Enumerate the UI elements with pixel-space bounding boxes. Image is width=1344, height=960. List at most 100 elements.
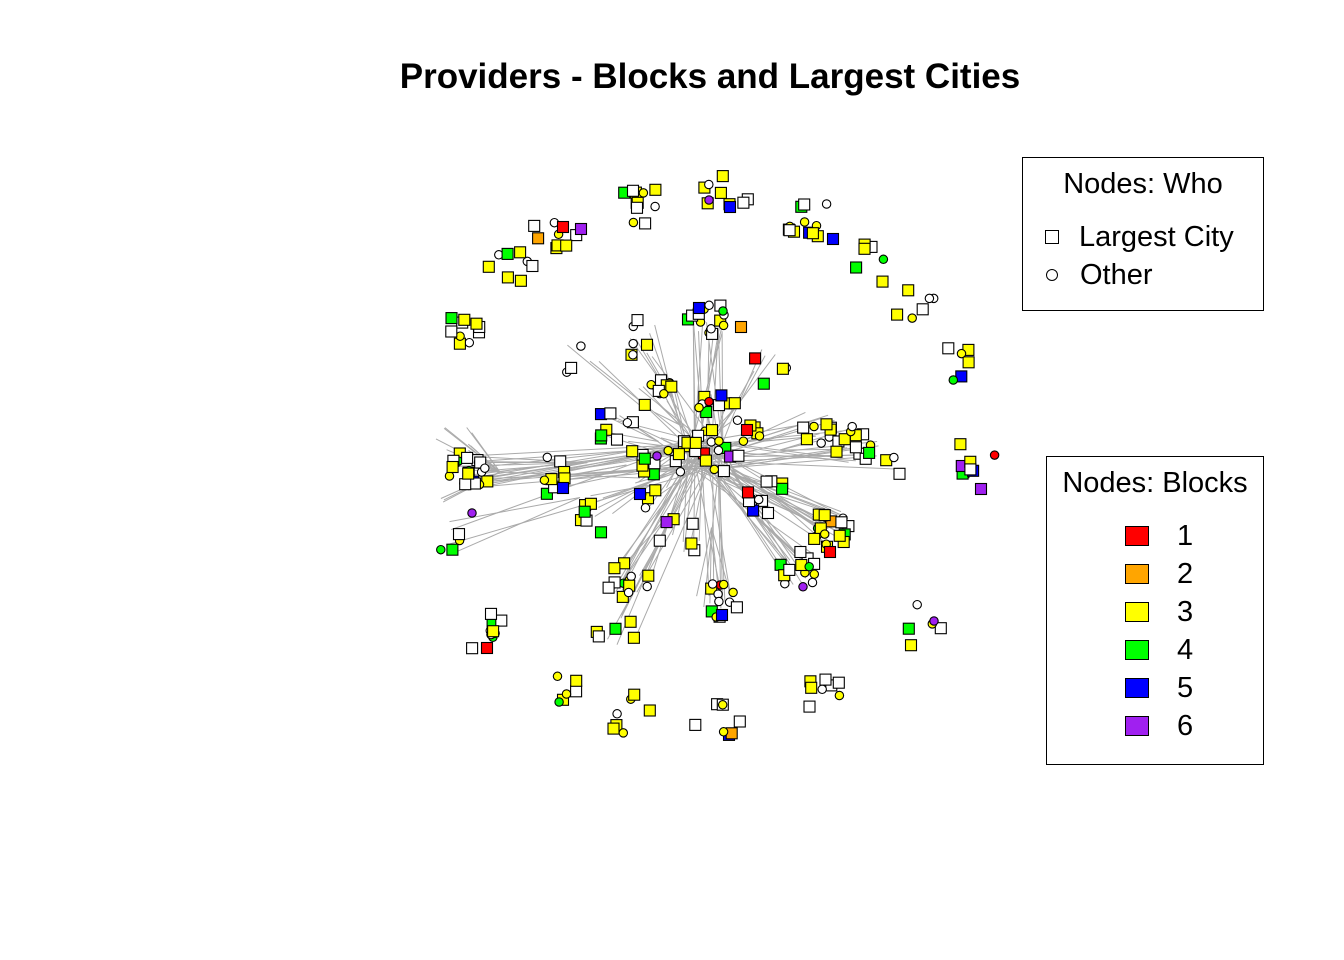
node-largest-city xyxy=(876,275,889,288)
node-largest-city xyxy=(604,407,617,420)
node-largest-city xyxy=(452,528,466,541)
network-edge xyxy=(692,450,723,599)
node-largest-city xyxy=(916,303,929,316)
legend-who-item-other: Other xyxy=(1045,258,1153,292)
node-largest-city xyxy=(446,543,459,556)
node-other xyxy=(738,436,749,446)
node-other xyxy=(817,684,827,695)
network-edge xyxy=(619,469,693,586)
node-largest-city xyxy=(893,467,906,480)
node-largest-city xyxy=(850,261,863,274)
legend-block-label: 4 xyxy=(1177,633,1194,666)
legend-block-label: 1 xyxy=(1177,519,1194,552)
node-largest-city xyxy=(902,284,915,297)
node-other xyxy=(628,338,638,349)
node-largest-city xyxy=(689,436,702,449)
network-edge xyxy=(444,427,501,473)
node-largest-city xyxy=(595,429,608,442)
node-other xyxy=(675,467,686,477)
node-other xyxy=(956,348,967,359)
network-edge xyxy=(709,370,755,450)
legend-block-label: 5 xyxy=(1177,671,1194,704)
node-other xyxy=(554,697,564,707)
network-edge xyxy=(446,469,706,546)
node-largest-city xyxy=(578,505,591,518)
legend-block-item-4: 4 xyxy=(1125,633,1193,667)
node-other xyxy=(704,396,714,407)
node-other xyxy=(809,569,820,579)
node-other xyxy=(626,571,636,582)
node-largest-city xyxy=(732,449,745,462)
node-largest-city xyxy=(665,380,678,393)
network-edge xyxy=(653,411,681,426)
node-other xyxy=(809,421,819,432)
node-other xyxy=(753,494,764,505)
node-largest-city xyxy=(643,704,656,717)
node-largest-city xyxy=(630,201,644,214)
node-other xyxy=(464,337,475,348)
legend-block-label: 3 xyxy=(1177,595,1194,628)
block-swatch-icon xyxy=(1125,602,1149,622)
node-other xyxy=(718,320,729,331)
legend-blocks: Nodes: Blocks 1 2 3 4 5 6 xyxy=(1046,456,1264,765)
node-other xyxy=(618,728,629,738)
network-edge xyxy=(693,443,696,549)
legend-who: Nodes: Who Largest City Other xyxy=(1022,157,1264,311)
network-edge xyxy=(448,497,581,556)
node-largest-city xyxy=(609,622,622,635)
network-edge xyxy=(706,458,732,599)
node-largest-city xyxy=(749,352,762,365)
legend-block-item-2: 2 xyxy=(1125,557,1193,591)
node-largest-city xyxy=(631,314,644,327)
node-largest-city xyxy=(740,423,754,437)
node-largest-city xyxy=(639,217,652,230)
node-other xyxy=(659,389,669,399)
node-largest-city xyxy=(540,487,553,500)
node-largest-city xyxy=(565,361,578,374)
node-other xyxy=(694,402,704,413)
node-largest-city xyxy=(737,196,750,209)
network-edge xyxy=(707,323,724,388)
node-other xyxy=(623,587,634,598)
node-largest-city xyxy=(760,475,773,488)
node-largest-city xyxy=(806,227,819,240)
node-largest-city xyxy=(649,484,662,497)
node-largest-city xyxy=(608,562,621,575)
node-other xyxy=(819,529,830,539)
network-edge xyxy=(752,512,800,557)
node-layer xyxy=(436,170,1000,741)
node-largest-city xyxy=(942,342,955,355)
node-other xyxy=(628,350,638,360)
legend-block-item-1: 1 xyxy=(1125,519,1193,553)
node-other xyxy=(907,313,917,323)
node-other xyxy=(704,195,714,205)
node-largest-city xyxy=(716,170,729,183)
node-largest-city xyxy=(717,465,730,478)
node-largest-city xyxy=(638,398,651,411)
node-largest-city xyxy=(757,377,770,390)
network-edge xyxy=(711,527,720,592)
node-largest-city xyxy=(715,389,728,402)
node-largest-city xyxy=(638,452,651,465)
node-other xyxy=(709,464,720,475)
network-edge xyxy=(696,423,814,463)
node-other xyxy=(728,587,738,598)
legend-who-label: Largest City xyxy=(1079,220,1234,253)
node-other xyxy=(754,431,765,441)
block-swatch-icon xyxy=(1125,564,1149,584)
node-largest-city xyxy=(838,433,851,446)
network-edge xyxy=(682,452,689,542)
node-other xyxy=(652,451,662,461)
node-other xyxy=(480,463,490,473)
node-other xyxy=(663,445,673,456)
node-largest-city xyxy=(610,433,624,446)
node-largest-city xyxy=(954,438,967,451)
network-edge xyxy=(634,460,713,639)
node-other xyxy=(989,450,1000,460)
node-largest-city xyxy=(835,516,848,529)
node-other xyxy=(561,689,572,699)
node-other xyxy=(878,254,889,265)
network-edge xyxy=(721,463,818,529)
node-other xyxy=(704,300,714,311)
